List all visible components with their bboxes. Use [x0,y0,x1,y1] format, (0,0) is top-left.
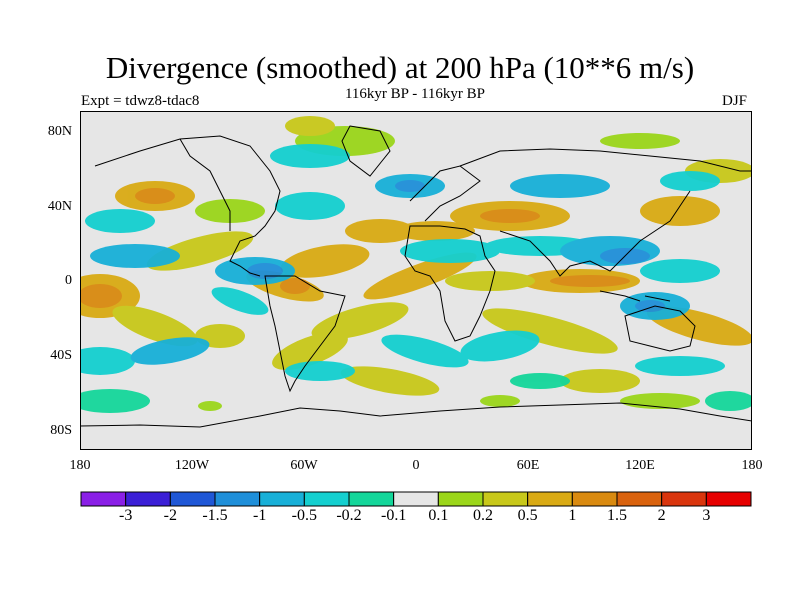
colorbar-swatch [705,491,752,507]
colorbar-label: -0.1 [380,507,407,524]
colorbar-label: 1 [568,507,577,524]
colorbar-swatch [303,491,350,507]
colorbar-label: 0.2 [473,507,493,524]
colorbar-swatch [393,491,439,507]
colorbar-swatch [661,491,707,507]
lon-label-0: 0 [412,458,420,473]
lon-label-180w: 180 [69,458,91,473]
colorbar-label: -1 [252,507,267,524]
lat-label-80s: 80S [50,423,72,438]
divergence-map [80,111,752,450]
lat-label-40n: 40N [47,199,72,214]
colorbar-label: 2 [657,507,666,524]
plot-subtitle: 116kyr BP - 116kyr BP [344,86,485,102]
colorbar-swatch [214,491,261,507]
colorbar-label: 1.5 [607,507,627,524]
colorbar [80,491,752,507]
lat-label-80n: 80N [47,124,72,139]
lon-label-60w: 60W [290,458,318,473]
colorbar-label: -0.2 [336,507,362,524]
lon-label-60e: 60E [516,458,540,473]
lon-label-120e: 120E [625,458,655,473]
colorbar-label: -0.5 [291,507,317,524]
divergence-field [80,116,752,428]
colorbar-swatch [482,491,529,507]
colorbar-label: 0.1 [428,507,449,524]
colorbar-swatch [125,491,171,507]
colorbar-swatch [571,491,618,507]
colorbar-label: -3 [118,507,133,524]
coastlines [80,125,752,428]
experiment-label: Expt = tdwz8-tdac8 [81,93,200,109]
colorbar-swatch [527,491,573,507]
colorbar-swatch [259,491,305,507]
colorbar-label: 0.5 [517,507,538,524]
lon-label-180e: 180 [741,458,763,473]
lat-label-40s: 40S [50,348,72,363]
lon-label-120w: 120W [174,458,210,473]
colorbar-swatch [169,491,216,507]
colorbar-label: 3 [702,507,711,524]
colorbar-label: -2 [163,507,177,524]
colorbar-swatch [437,491,484,507]
map-frame [80,111,752,450]
colorbar-swatch [80,491,127,507]
plot-title: Divergence (smoothed) at 200 hPa (10**6 … [105,50,695,85]
season-label: DJF [722,93,748,109]
colorbar-swatch [348,491,395,507]
colorbar-label: -1.5 [202,507,228,524]
colorbar-swatch [616,491,663,507]
lat-label-0: 0 [65,273,72,288]
